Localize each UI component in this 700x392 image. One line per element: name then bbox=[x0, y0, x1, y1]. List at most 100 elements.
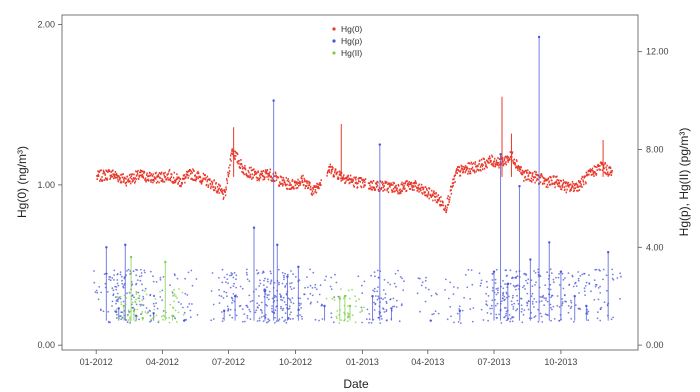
cloud-point bbox=[347, 314, 350, 317]
hg0-texture-mark bbox=[133, 178, 135, 180]
hg0-texture-mark bbox=[434, 196, 437, 198]
cloud-point bbox=[127, 319, 130, 321]
hg0-texture-mark bbox=[146, 179, 149, 181]
hg0-texture-mark bbox=[396, 187, 398, 190]
hg0-texture-mark bbox=[277, 176, 279, 179]
hg0-texture-mark bbox=[598, 165, 600, 167]
hg0-texture-mark bbox=[527, 174, 530, 177]
hg0-texture-mark bbox=[143, 172, 145, 175]
hg0-texture-mark bbox=[285, 176, 287, 179]
cloud-point bbox=[578, 292, 580, 294]
hg0-texture-mark bbox=[336, 171, 338, 174]
cloud-point bbox=[142, 297, 145, 300]
cloud-point bbox=[258, 319, 261, 322]
cloud-point bbox=[599, 319, 602, 322]
hg0-texture-mark bbox=[480, 158, 483, 161]
hg0-texture-mark bbox=[454, 181, 456, 183]
hg0-texture-mark bbox=[176, 176, 178, 179]
cloud-point bbox=[599, 285, 601, 288]
hg0-texture-mark bbox=[400, 189, 403, 192]
cloud-point bbox=[458, 308, 461, 310]
hg0-texture-mark bbox=[291, 180, 293, 182]
cloud-point bbox=[141, 299, 144, 302]
hg0-texture-mark bbox=[225, 188, 227, 191]
hg0-texture-mark bbox=[516, 166, 518, 168]
hg0-texture-mark bbox=[483, 167, 486, 170]
cloud-point bbox=[315, 288, 318, 291]
cloud-point bbox=[316, 301, 319, 303]
hg0-texture-mark bbox=[247, 169, 249, 172]
cloud-point bbox=[354, 295, 357, 298]
cloud-point bbox=[375, 295, 377, 297]
cloud-point bbox=[342, 297, 345, 300]
hg0-texture-mark bbox=[515, 159, 518, 161]
hg0-texture-mark bbox=[518, 166, 520, 169]
hg0-texture-mark bbox=[346, 177, 348, 179]
hg0-texture-mark bbox=[566, 188, 568, 191]
cloud-point bbox=[612, 316, 614, 319]
hg0-texture-mark bbox=[170, 179, 172, 182]
hg0-texture-mark bbox=[315, 185, 317, 187]
hg0-texture-mark bbox=[158, 175, 160, 178]
x-tick-label: 10-2013 bbox=[544, 357, 577, 367]
cloud-point bbox=[485, 280, 488, 283]
cloud-point bbox=[534, 315, 537, 317]
y-left-tick-label: 2.00 bbox=[37, 20, 55, 30]
cloud-point bbox=[485, 303, 487, 306]
cloud-point bbox=[324, 279, 326, 281]
hg0-texture-mark bbox=[444, 205, 447, 207]
cloud-point bbox=[550, 296, 552, 299]
cloud-point bbox=[598, 268, 600, 271]
hg0-texture-mark bbox=[169, 177, 171, 180]
cloud-point bbox=[616, 277, 619, 279]
cloud-point bbox=[149, 293, 152, 296]
hg0-texture-mark bbox=[469, 162, 471, 165]
cloud-point bbox=[552, 278, 555, 281]
hg0-texture-mark bbox=[540, 173, 543, 175]
hg0-texture-mark bbox=[328, 165, 330, 168]
hg0-texture-mark bbox=[273, 175, 275, 177]
hg0-texture-mark bbox=[589, 169, 591, 172]
cloud-point bbox=[357, 275, 360, 278]
cloud-point bbox=[281, 271, 284, 274]
cloud-point bbox=[279, 295, 282, 298]
cloud-point bbox=[444, 289, 446, 291]
cloud-point bbox=[117, 284, 120, 287]
cloud-point bbox=[136, 279, 139, 281]
hg0-texture-mark bbox=[576, 189, 578, 192]
cloud-point bbox=[283, 301, 286, 303]
cloud-point bbox=[284, 272, 286, 275]
cloud-point bbox=[128, 311, 131, 314]
hg0-texture-mark bbox=[393, 182, 395, 185]
cloud-point bbox=[267, 320, 270, 323]
cloud-point bbox=[540, 315, 543, 318]
cloud-point bbox=[556, 295, 559, 297]
hg0-texture-mark bbox=[572, 185, 574, 188]
hg0-texture-mark bbox=[468, 162, 470, 164]
hg0-texture-mark bbox=[523, 171, 525, 174]
hg0-texture-mark bbox=[236, 161, 238, 163]
cloud-point bbox=[373, 290, 376, 293]
cloud-point bbox=[503, 295, 506, 298]
hg0-texture-mark bbox=[166, 173, 169, 176]
hg0-texture-mark bbox=[266, 169, 269, 171]
cloud-point bbox=[593, 279, 596, 282]
cloud-point bbox=[397, 269, 399, 272]
cloud-point bbox=[108, 321, 110, 324]
cloud-point bbox=[140, 275, 143, 277]
hg0-texture-mark bbox=[247, 175, 250, 177]
cloud-point bbox=[500, 322, 503, 324]
cloud-point bbox=[149, 320, 152, 323]
cloud-point bbox=[235, 286, 238, 289]
y-right-tick-label: 0.00 bbox=[646, 340, 664, 350]
legend-label-hgii: Hg(II) bbox=[341, 48, 362, 58]
hg0-texture-mark bbox=[309, 188, 311, 191]
hg0-texture-mark bbox=[156, 180, 159, 183]
hg0-texture-mark bbox=[585, 171, 587, 174]
hg0-texture-mark bbox=[561, 184, 563, 187]
hg0-texture-mark bbox=[176, 178, 179, 180]
hg0-texture-mark bbox=[403, 185, 405, 187]
hg0-texture-mark bbox=[415, 181, 417, 184]
cloud-point bbox=[365, 318, 368, 320]
